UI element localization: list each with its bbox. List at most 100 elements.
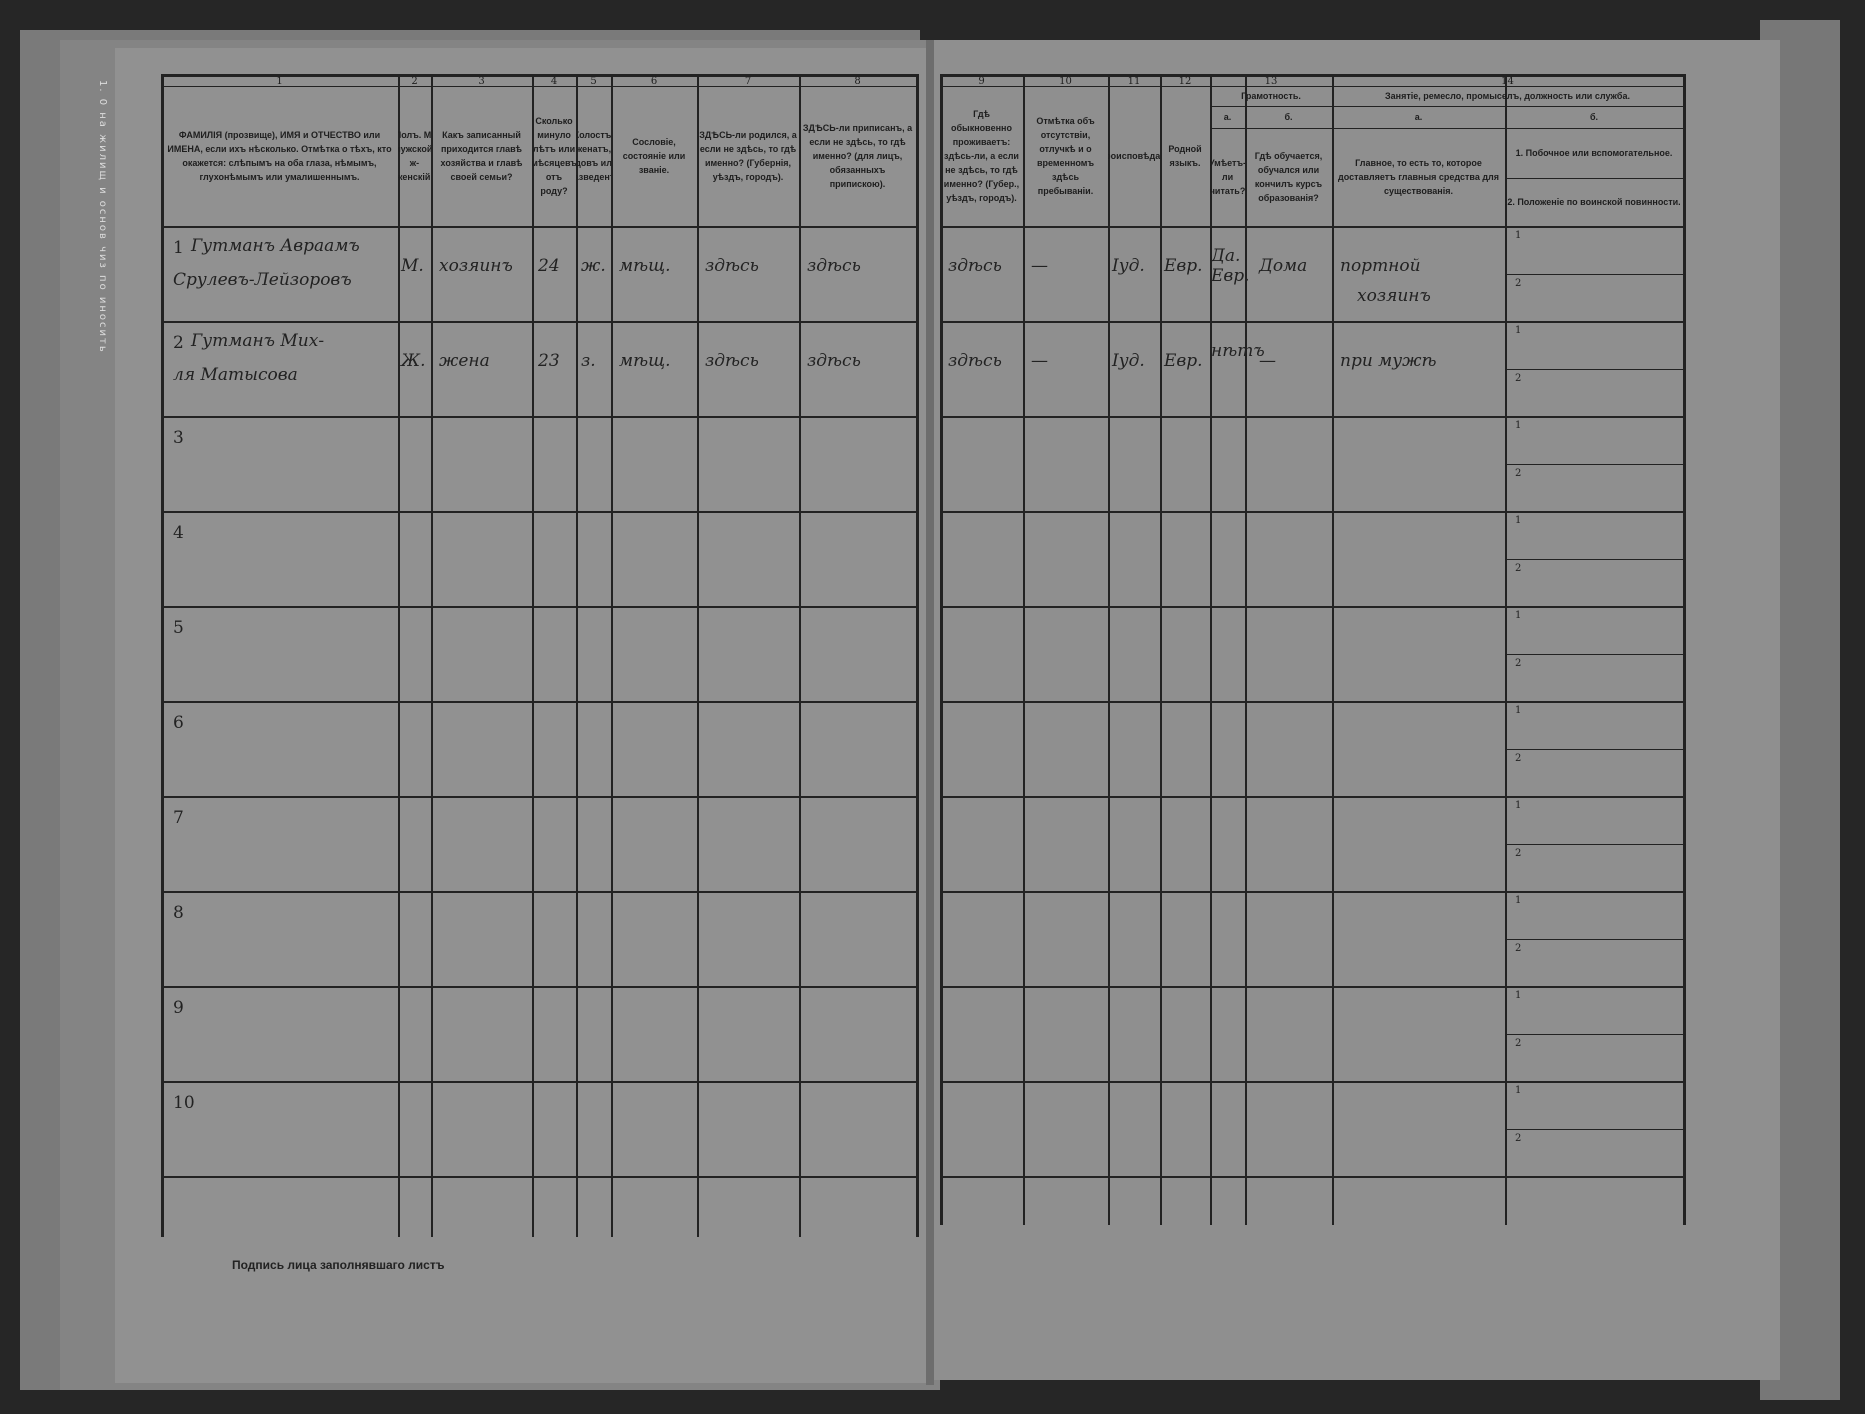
row-line [161, 986, 916, 988]
column-line [1160, 74, 1162, 1225]
row-line [940, 796, 1683, 798]
subheader-line [1505, 178, 1683, 179]
row-number: 6 [173, 713, 184, 733]
subrow-line [1505, 558, 1683, 560]
subrow-number-1: 1 [1515, 1085, 1522, 1096]
entry-occupation1: при мужѣ [1340, 351, 1437, 371]
header-col13a_letter: а. [1223, 112, 1232, 122]
subrow-number-2: 2 [1515, 372, 1522, 384]
column-number: 9 [978, 76, 985, 87]
row-line [940, 416, 1683, 418]
header-col14: Занятіе, ремесло, промыселъ, должность и… [1384, 91, 1631, 101]
subrow-number-1: 1 [1515, 990, 1522, 1001]
subrow-line [1505, 748, 1683, 750]
column-number: 13 [1264, 76, 1278, 87]
header-col12: Родной языкъ. [1168, 144, 1202, 168]
column-number: 12 [1178, 76, 1192, 87]
column-number: 6 [650, 76, 658, 87]
column-line [1210, 74, 1212, 1225]
person-name: Гутманъ Авраамъ [191, 236, 360, 256]
header-col4: Сколько минуло лѣтъ или мѣсяцевъ отъ род… [532, 116, 576, 196]
left-page [115, 48, 930, 1383]
row-line [161, 1081, 916, 1083]
row-line [940, 1176, 1683, 1178]
column-line [1683, 74, 1686, 1225]
subrow-line [1505, 938, 1683, 940]
column-number: 8 [854, 76, 861, 87]
subheader-line [1210, 128, 1332, 129]
subrow-number-1: 1 [1515, 800, 1522, 811]
column-number: 4 [550, 76, 558, 87]
header-col13a: Умѣетъ-ли читать? [1210, 158, 1245, 196]
header-col6: Сословіе, состояніе или званіе. [622, 137, 686, 175]
person-name-cont: Срулевъ-Лейзоровъ [173, 270, 352, 290]
subrow-line [1505, 463, 1683, 465]
entry-resides: здѣсь [948, 256, 1002, 276]
row-line [161, 701, 916, 703]
row-line [940, 321, 1683, 323]
entry-relation: хозяинъ [439, 256, 513, 276]
header-col7: ЗДѢСЬ-ли родился, а если не здѣсь, то гд… [699, 130, 797, 182]
subrow-number-2: 2 [1515, 847, 1522, 859]
row-number: 4 [173, 523, 184, 543]
header-col11: Вѣроисповѣданіе. [1108, 151, 1160, 161]
header-col14b2: 2. Положеніе по воинской повинности. [1507, 197, 1681, 207]
subrow-number-1: 1 [1515, 420, 1522, 431]
number-row-line [161, 86, 916, 87]
table-top-border [940, 74, 1683, 77]
subrow-line [1505, 273, 1683, 275]
entry-religion: Іуд. [1112, 256, 1145, 276]
row-line [161, 606, 916, 608]
header-col13b_letter: б. [1284, 112, 1293, 122]
subrow-number-1: 1 [1515, 230, 1522, 241]
subheader-line [1332, 128, 1683, 129]
row-number: 10 [173, 1093, 195, 1113]
column-line [1245, 74, 1247, 1225]
entry-registered: здѣсь [807, 256, 861, 276]
entry-language: Евр. [1164, 351, 1203, 371]
entry-resides: здѣсь [948, 351, 1002, 371]
row-number: 5 [173, 618, 184, 638]
row-line [161, 321, 916, 323]
column-number: 3 [478, 76, 485, 87]
column-line [799, 74, 801, 1237]
entry-absence: — [1031, 256, 1048, 276]
entry-absence: — [1031, 351, 1048, 371]
column-line [576, 74, 578, 1237]
column-line [431, 74, 433, 1237]
subrow-number-2: 2 [1515, 942, 1522, 954]
column-line [916, 74, 919, 1237]
column-number: 14 [1501, 76, 1514, 87]
subrow-line [1505, 843, 1683, 845]
row-line [161, 1176, 916, 1178]
header-col14a: Главное, то есть то, которое доставляетъ… [1337, 158, 1500, 196]
row-line [940, 986, 1683, 988]
column-line [1505, 74, 1507, 1225]
row-line [940, 701, 1683, 703]
entry-age: 23 [538, 351, 560, 371]
entry-language: Евр. [1164, 256, 1203, 276]
column-line [940, 74, 943, 1225]
book-spine [926, 40, 934, 1385]
entry-marital: з. [581, 351, 596, 371]
entry-religion: Іуд. [1112, 351, 1145, 371]
entry-estate: мѣщ. [619, 351, 671, 371]
subrow-number-2: 2 [1515, 467, 1522, 479]
row-number: 1 [173, 238, 184, 258]
subrow-number-1: 1 [1515, 705, 1522, 716]
header-col9: Гдѣ обыкновенно проживаетъ: здѣсь-ли, а … [943, 109, 1020, 203]
header-bottom-line [940, 226, 1683, 228]
subrow-number-1: 1 [1515, 515, 1522, 526]
subrow-number-1: 1 [1515, 325, 1522, 336]
row-line [940, 1081, 1683, 1083]
person-name-cont: ля Матысова [173, 365, 298, 385]
entry-education: Дома [1259, 256, 1308, 276]
row-number: 8 [173, 903, 184, 923]
subrow-line [1505, 653, 1683, 655]
number-row-line [940, 86, 1683, 87]
subrow-line [1505, 1128, 1683, 1130]
entry-literate: нѣтъ [1211, 341, 1265, 361]
entry-education: — [1259, 351, 1276, 371]
entry-born: здѣсь [705, 351, 759, 371]
row-line [161, 511, 916, 513]
